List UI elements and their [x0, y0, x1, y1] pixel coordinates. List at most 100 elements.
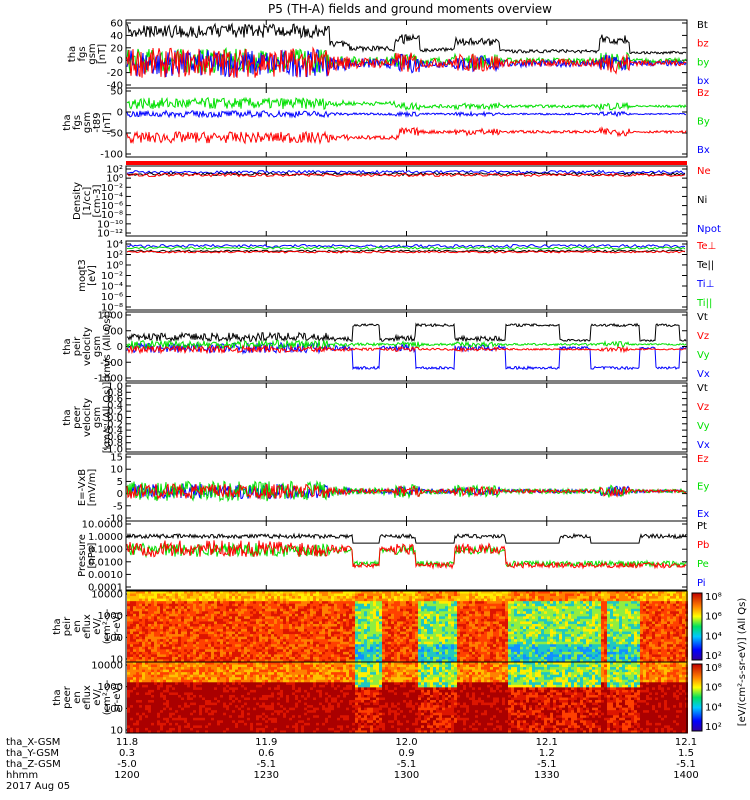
spectrogram-cell: [625, 601, 628, 605]
spectrogram-cell: [136, 646, 139, 650]
spectrogram-cell: [403, 593, 406, 597]
spectrogram-cell: [496, 596, 499, 600]
spectrogram-cell: [457, 596, 460, 600]
spectrogram-cell: [286, 613, 289, 617]
y-tick-label: -5: [113, 501, 123, 512]
spectrogram-cell: [301, 659, 304, 663]
spectrogram-cell: [583, 608, 586, 612]
spectrogram-cell: [466, 608, 469, 612]
spectrogram-cell: [490, 656, 493, 660]
spectrogram-cell: [244, 646, 247, 650]
spectrogram-cell: [487, 618, 490, 622]
spectrogram-cell: [547, 606, 550, 610]
spectrogram-cell: [346, 626, 349, 630]
spectrogram-cell: [550, 606, 553, 610]
spectrogram-cell: [397, 591, 400, 595]
spectrogram-cell: [190, 636, 193, 640]
spectrogram-cell: [244, 613, 247, 617]
spectrogram-cell: [526, 644, 529, 648]
spectrogram-cell: [145, 623, 148, 627]
spectrogram-cell: [214, 634, 217, 638]
spectrogram-cell: [310, 613, 313, 617]
spectrogram-cell: [343, 603, 346, 607]
spectrogram-cell: [136, 631, 139, 635]
spectrogram-cell: [172, 611, 175, 615]
spectrogram-cell: [364, 591, 367, 595]
spectrogram-cell: [478, 659, 481, 663]
spectrogram-cell: [460, 623, 463, 627]
spectrogram-cell: [472, 649, 475, 653]
spectrogram-cell: [352, 613, 355, 617]
spectrogram-cell: [616, 603, 619, 607]
spectrogram-cell: [283, 636, 286, 640]
spectrogram-cell: [616, 608, 619, 612]
spectrogram-cell: [511, 616, 514, 620]
spectrogram-cell: [475, 606, 478, 610]
spectrogram-cell: [472, 618, 475, 622]
spectrogram-cell: [619, 591, 622, 595]
spectrogram-cell: [301, 639, 304, 643]
spectrogram-cell: [358, 591, 361, 595]
spectrogram-cell: [610, 649, 613, 653]
spectrogram-cell: [391, 598, 394, 602]
y-tick-label: 0.0100: [88, 557, 123, 568]
spectrogram-cell: [334, 634, 337, 638]
spectrogram-cell: [469, 601, 472, 605]
spectrogram-cell: [205, 611, 208, 615]
spectrogram-cell: [136, 634, 139, 638]
spectrogram-cell: [142, 603, 145, 607]
spectrogram-cell: [217, 593, 220, 597]
legend-entry: Bx: [697, 145, 710, 156]
spectrogram-cell: [238, 631, 241, 635]
spectrogram-cell: [478, 626, 481, 630]
spectrogram-cell: [430, 598, 433, 602]
spectrogram-cell: [127, 634, 130, 638]
spectrogram-cell: [148, 639, 151, 643]
spectrogram-cell: [532, 621, 535, 625]
y-tick-label: 0: [117, 108, 123, 119]
spectrogram-cell: [472, 616, 475, 620]
spectrogram-cell: [142, 626, 145, 630]
spectrogram-cell: [550, 618, 553, 622]
spectrogram-cell: [286, 616, 289, 620]
spectrogram-cell: [445, 626, 448, 630]
spectrogram-cell: [205, 591, 208, 595]
spectrogram-cell: [316, 641, 319, 645]
spectrogram-cell: [601, 626, 604, 630]
spectrogram-cell: [619, 629, 622, 633]
spectrogram-cell: [298, 634, 301, 638]
spectrogram-cell: [559, 654, 562, 658]
spectrogram-cell: [619, 654, 622, 658]
spectrogram-cell: [259, 644, 262, 648]
spectrogram-cell: [178, 646, 181, 650]
spectrogram-cell: [433, 606, 436, 610]
spectrogram-cell: [523, 629, 526, 633]
spectrogram-cell: [355, 646, 358, 650]
spectrogram-cell: [355, 613, 358, 617]
spectrogram-cell: [559, 636, 562, 640]
spectrogram-cell: [424, 631, 427, 635]
y-tick-label: -0.8: [103, 438, 123, 449]
spectrogram-cell: [562, 644, 565, 648]
spectrogram-cell: [550, 603, 553, 607]
spectrogram-cell: [358, 623, 361, 627]
spectrogram-cell: [496, 651, 499, 655]
spectrogram-cell: [193, 651, 196, 655]
spectrogram-cell: [145, 659, 148, 663]
y-axis-label: en: [72, 620, 83, 633]
spectrogram-cell: [181, 596, 184, 600]
spectrogram-cell: [262, 654, 265, 658]
spectrogram-cell: [589, 601, 592, 605]
spectrogram-cell: [352, 611, 355, 615]
spectrogram-cell: [622, 626, 625, 630]
spectrogram-cell: [418, 649, 421, 653]
spectrogram-cell: [160, 598, 163, 602]
spectrogram-cell: [403, 654, 406, 658]
spectrogram-cell: [352, 639, 355, 643]
spectrogram-cell: [460, 656, 463, 660]
spectrogram-cell: [310, 656, 313, 660]
spectrogram-cell: [592, 591, 595, 595]
spectrogram-cell: [610, 651, 613, 655]
spectrogram-cell: [127, 636, 130, 640]
spectrogram-cell: [313, 636, 316, 640]
